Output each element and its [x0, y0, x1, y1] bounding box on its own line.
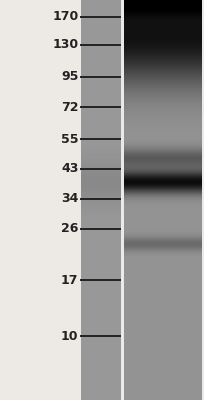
Text: 95: 95 [61, 70, 79, 83]
Text: 170: 170 [52, 10, 79, 23]
Bar [121, 0, 124, 400]
Text: 130: 130 [52, 38, 79, 51]
Text: 55: 55 [61, 133, 79, 146]
Text: 17: 17 [61, 274, 79, 286]
Text: 72: 72 [61, 101, 79, 114]
Text: 34: 34 [61, 192, 79, 205]
Text: 10: 10 [61, 330, 79, 342]
Text: 26: 26 [61, 222, 79, 235]
Text: 43: 43 [61, 162, 79, 175]
